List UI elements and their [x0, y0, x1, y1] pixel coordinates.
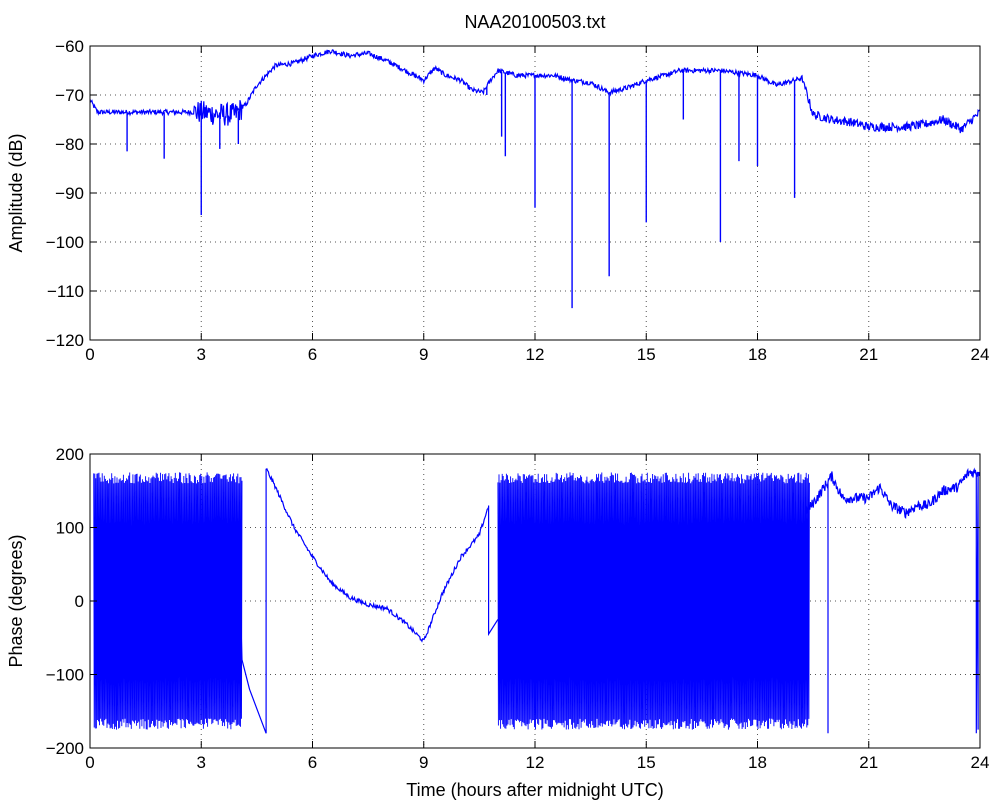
phase-y-tick-label: −200: [46, 739, 84, 758]
amplitude-x-tick-label: 9: [419, 345, 428, 364]
amplitude-panel: 0 3 6 9 12 15 18 21 24 −60 −70 −80 −90 −100 −110 −120 A…: [6, 37, 989, 364]
phase-x-axis-label: Time (hours after midnight UTC): [406, 780, 663, 800]
phase-x-tick-label: 12: [526, 753, 545, 772]
amplitude-y-tick-label: −90: [55, 184, 84, 203]
amplitude-y-tick-label: −60: [55, 37, 84, 56]
amplitude-y-tick-label: −100: [46, 233, 84, 252]
amplitude-y-tick-label: −110: [47, 282, 84, 301]
amplitude-series: [90, 48, 980, 309]
amplitude-x-tick-label: 0: [85, 345, 94, 364]
amplitude-x-tick-label: 24: [971, 345, 990, 364]
phase-x-tick-label: 3: [197, 753, 206, 772]
amplitude-y-tick-label: −120: [46, 331, 84, 350]
amplitude-y-tick-label: −80: [55, 135, 84, 154]
phase-line: [265, 467, 490, 643]
phase-y-tick-label: 100: [56, 519, 84, 538]
phase-x-tick-label: 6: [308, 753, 317, 772]
phase-x-tick-label: 9: [419, 753, 428, 772]
phase-wrap-segment: [488, 505, 499, 637]
phase-ticks: 0 3 6 9 12 15 18 21 24 200 100 0 −100 −200: [46, 445, 990, 772]
phase-x-tick-label: 0: [85, 753, 94, 772]
phase-panel: 0 3 6 9 12 15 18 21 24 200 100 0 −100 −200 Phase (deg…: [6, 445, 989, 800]
amplitude-x-tick-label: 6: [308, 345, 317, 364]
phase-line: [805, 467, 980, 519]
amplitude-ticks: 0 3 6 9 12 15 18 21 24 −60 −70 −80 −90 −100 −110 −120: [46, 37, 990, 364]
phase-wrap-segment: [237, 527, 267, 734]
phase-y-tick-label: 0: [75, 592, 84, 611]
amplitude-x-tick-label: 12: [526, 345, 545, 364]
phase-x-tick-label: 18: [748, 753, 767, 772]
amplitude-y-axis-label: Amplitude (dB): [6, 133, 26, 252]
amplitude-x-tick-label: 21: [859, 345, 878, 364]
amplitude-y-tick-label: −70: [55, 86, 84, 105]
amplitude-x-tick-label: 3: [197, 345, 206, 364]
phase-y-tick-label: 200: [56, 445, 84, 464]
phase-x-tick-label: 15: [637, 753, 656, 772]
figure-title: NAA20100503.txt: [464, 12, 605, 32]
phase-x-tick-label: 21: [859, 753, 878, 772]
amplitude-x-tick-label: 15: [637, 345, 656, 364]
phase-y-tick-label: −100: [46, 666, 84, 685]
amplitude-x-tick-label: 18: [748, 345, 767, 364]
phase-oscillation-band: [497, 472, 810, 730]
phase-y-axis-label: Phase (degrees): [6, 534, 26, 667]
phase-x-tick-label: 24: [971, 753, 990, 772]
phase-oscillation-band: [93, 472, 243, 730]
